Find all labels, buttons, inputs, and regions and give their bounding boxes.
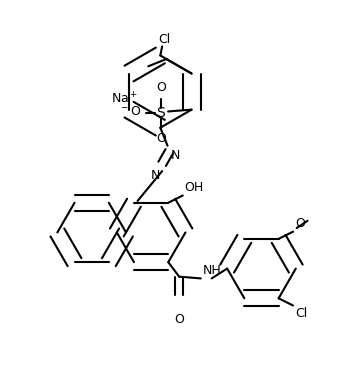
Text: N: N (171, 150, 181, 162)
Text: N: N (151, 169, 160, 182)
Text: O: O (156, 132, 166, 145)
Text: Cl: Cl (158, 33, 170, 46)
Text: $^-$O: $^-$O (119, 105, 141, 118)
Text: OH: OH (185, 181, 204, 194)
Text: NH: NH (203, 264, 221, 277)
Text: O: O (174, 313, 184, 326)
Text: O: O (295, 217, 305, 230)
Text: Cl: Cl (295, 307, 307, 320)
Text: S: S (157, 106, 165, 120)
Text: Na$^+$: Na$^+$ (111, 91, 138, 106)
Text: O: O (156, 81, 166, 94)
